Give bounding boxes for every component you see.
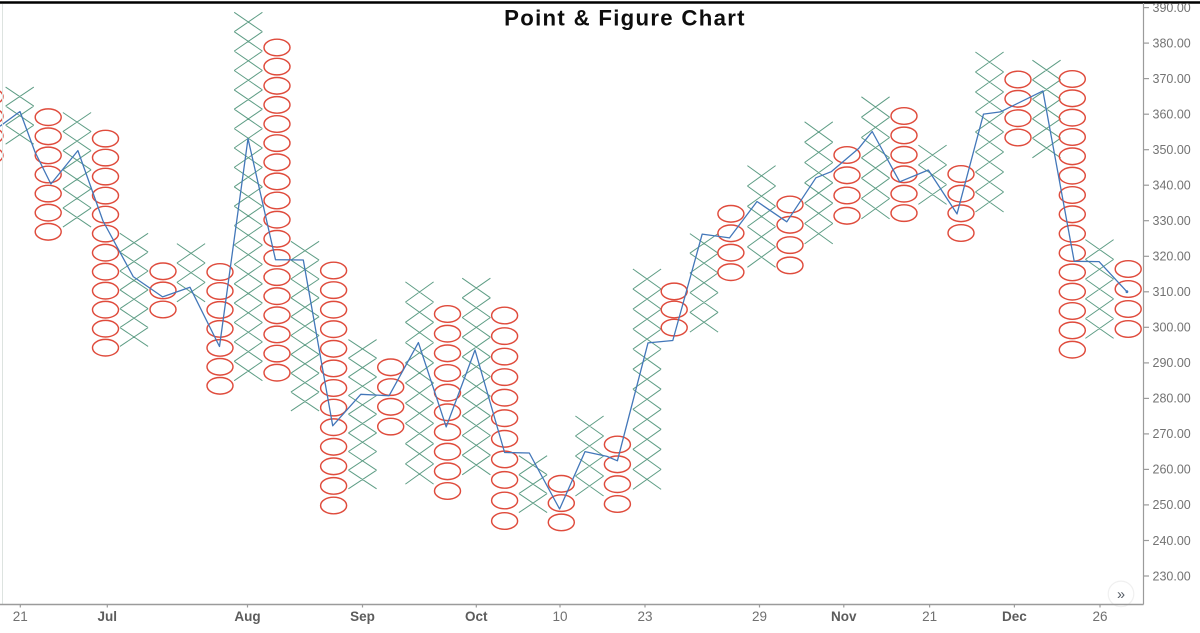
svg-text:320.00: 320.00 [1153,250,1191,264]
svg-text:Jul: Jul [98,609,118,624]
svg-text:240.00: 240.00 [1153,534,1191,548]
svg-text:21: 21 [13,609,28,624]
svg-text:290.00: 290.00 [1153,356,1191,370]
svg-text:310.00: 310.00 [1153,285,1191,299]
svg-text:Nov: Nov [831,609,857,624]
svg-text:230.00: 230.00 [1153,569,1191,583]
svg-text:340.00: 340.00 [1153,179,1191,193]
svg-text:390.00: 390.00 [1153,1,1191,15]
svg-text:370.00: 370.00 [1153,72,1191,86]
svg-text:300.00: 300.00 [1153,321,1191,335]
svg-text:280.00: 280.00 [1153,392,1191,406]
svg-text:Dec: Dec [1002,609,1027,624]
svg-text:260.00: 260.00 [1153,463,1191,477]
svg-text:Point & Figure Chart: Point & Figure Chart [504,6,746,31]
svg-text:380.00: 380.00 [1153,36,1191,50]
svg-text:»: » [1117,587,1125,603]
svg-text:Aug: Aug [234,609,260,624]
svg-text:23: 23 [637,609,652,624]
svg-text:21: 21 [922,609,937,624]
svg-text:26: 26 [1092,609,1107,624]
svg-text:330.00: 330.00 [1153,214,1191,228]
svg-text:270.00: 270.00 [1153,427,1191,441]
svg-text:10: 10 [552,609,567,624]
svg-text:360.00: 360.00 [1153,108,1191,122]
svg-text:Sep: Sep [350,609,375,624]
svg-text:250.00: 250.00 [1153,498,1191,512]
svg-text:Oct: Oct [465,609,488,624]
svg-text:29: 29 [752,609,767,624]
svg-text:350.00: 350.00 [1153,143,1191,157]
